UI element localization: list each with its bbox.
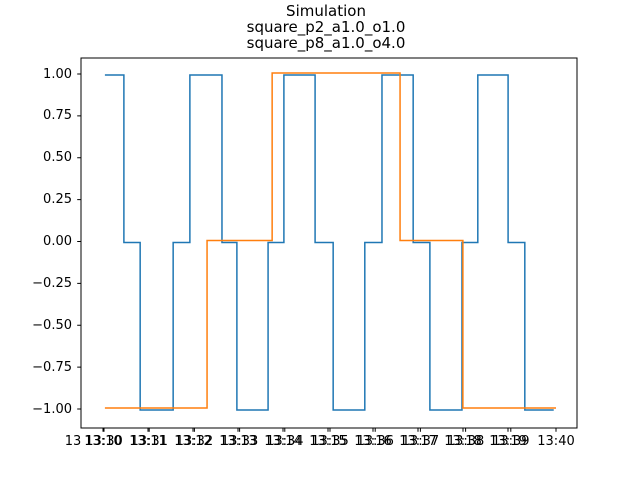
x-tick-label-day: 13 <box>64 434 82 449</box>
x-tick-label-series-b: 13:32 <box>175 434 214 449</box>
y-tick-label: 1.00 <box>43 66 72 82</box>
y-tick-label: 0.25 <box>43 192 72 208</box>
y-tick-label: −0.50 <box>32 317 72 333</box>
chart-subtitle-1: square_p2_a1.0_o1.0 <box>246 18 406 36</box>
x-tick-label-series-a: 13:12 <box>174 434 212 449</box>
x-tick-label-series-a: 13:13 <box>219 434 257 449</box>
x-tick-label-series-b: 13:36 <box>356 434 394 449</box>
x-tick-label-series-b: 13:34 <box>266 434 304 449</box>
x-tick-label-series-a: 13:17 <box>399 434 437 449</box>
y-tick-label: 0.50 <box>43 150 72 166</box>
x-tick-label-series-b: 13:40 <box>537 434 575 449</box>
x-tick-label-series-b: 13:39 <box>492 434 530 449</box>
y-tick-label: −1.00 <box>32 401 72 417</box>
x-tick-label-series-b: 13:30 <box>85 434 123 449</box>
y-tick-label: 0.75 <box>43 108 72 124</box>
x-tick-label-series-a: 13:14 <box>264 434 302 449</box>
x-tick-label-series-a: 13:15 <box>309 434 347 449</box>
chart-subtitle-2: square_p8_a1.0_o4.0 <box>246 34 406 52</box>
x-tick-label-series-b: 13:33 <box>220 434 259 449</box>
x-tick-label-series-b: 13:37 <box>401 434 440 449</box>
plot-border <box>80 57 578 429</box>
x-tick-label-series-a: 13:11 <box>129 434 167 449</box>
x-tick-label-series-b: 13:38 <box>446 434 485 449</box>
y-tick-label: 0.00 <box>43 234 72 249</box>
chart-title-block: Simulation square_p2_a1.0_o1.0 square_p8… <box>247 3 406 51</box>
series-line-square_p2_a1.0_o1.0 <box>104 74 554 411</box>
x-tick-label-series-a: 13:18 <box>444 434 482 449</box>
y-tick-label: −0.75 <box>32 359 72 375</box>
y-tick-label: −0.25 <box>32 275 72 291</box>
series-line-square_p8_a1.0_o4.0 <box>104 72 556 409</box>
x-tick-label-series-b: 13:31 <box>130 434 168 449</box>
x-tick-label-series-a: 13:19 <box>489 434 527 449</box>
x-tick-label-series-a: 13:16 <box>354 434 392 449</box>
x-tick-label-series-a: 13:10 <box>84 434 122 449</box>
x-tick-label-series-b: 13:35 <box>311 434 349 449</box>
chart-title: Simulation <box>286 2 366 20</box>
